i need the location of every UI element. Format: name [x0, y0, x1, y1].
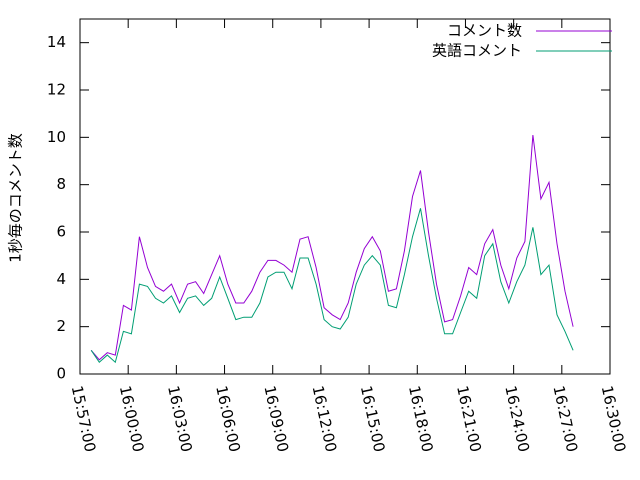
y-tick-label: 14 — [47, 33, 66, 51]
plot-border — [79, 18, 611, 375]
y-tick-label: 12 — [47, 81, 66, 99]
series-line — [90, 208, 574, 364]
y-tick-label: 8 — [56, 175, 66, 193]
y-tick-label: 10 — [47, 128, 66, 146]
y-tick-label: 4 — [56, 270, 66, 288]
y-tick-label: 0 — [56, 365, 66, 383]
legend-label: 英語コメント — [432, 42, 522, 60]
legend-label: コメント数 — [447, 22, 522, 40]
y-tick-label: 2 — [56, 317, 66, 335]
y-axis-label: 1秒毎のコメント数 — [7, 133, 25, 263]
y-tick-label: 6 — [56, 223, 66, 241]
series-line — [90, 134, 574, 361]
